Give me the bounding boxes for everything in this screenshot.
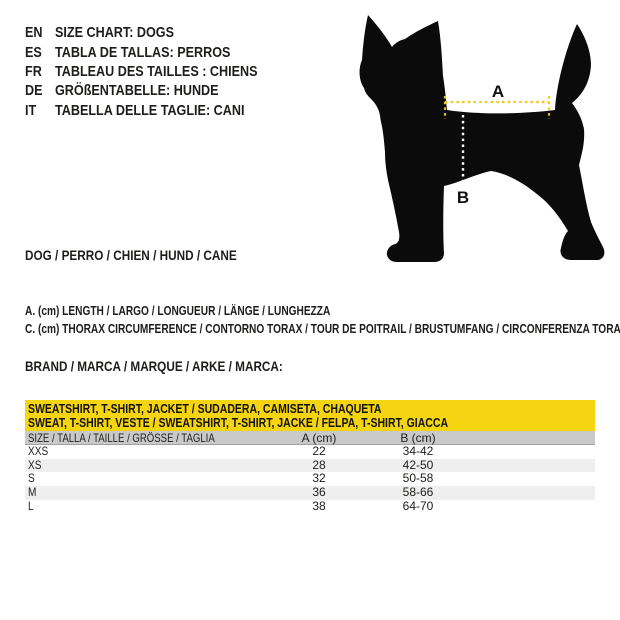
- dog-silhouette: [359, 15, 605, 262]
- cell-b-cm: 42-50: [402, 457, 434, 472]
- table-row: XXS 22 34-42: [25, 444, 595, 459]
- language-title: TABLA DE TALLAS: PERROS: [55, 43, 231, 61]
- dog-caption: DOG / PERRO / CHIEN / HUND / CANE: [25, 247, 237, 263]
- cell-a-cm: 38: [312, 498, 326, 513]
- language-title: TABLEAU DES TAILLES : CHIENS: [55, 62, 258, 80]
- language-title: TABELLA DELLE TAGLIE: CANI: [55, 101, 245, 119]
- cell-b-cm: 34-42: [402, 444, 434, 458]
- language-title: SIZE CHART: DOGS: [55, 24, 175, 42]
- table-row: M 36 58-66: [25, 485, 595, 500]
- language-row: DE GRÖßENTABELLE: HUNDE: [25, 81, 296, 100]
- banner-line: SWEAT, T-SHIRT, VESTE / SWEATSHIRT, T-SH…: [28, 416, 449, 430]
- column-header-b-cm: B (cm): [400, 430, 436, 445]
- measure-label-b: B: [457, 188, 469, 207]
- cell-a-cm: 22: [312, 444, 326, 458]
- brand-line: BRAND / MARCA / MARQUE / ARKE / MARCA:: [25, 358, 283, 374]
- dog-measurement-figure: A B: [359, 15, 605, 262]
- cell-size: L: [28, 498, 34, 513]
- language-row: EN SIZE CHART: DOGS: [25, 23, 296, 42]
- length-measure-line-a: [443, 96, 551, 119]
- cell-b-cm: 50-58: [402, 471, 434, 486]
- table-body: XXS 22 34-42 XS 28 42-50 S 32 50-58: [25, 444, 595, 514]
- cell-size: XXS: [28, 444, 49, 458]
- language-code: FR: [25, 62, 42, 80]
- measurement-legend: A. (cm) LENGTH / LARGO / LONGUEUR / LÄNG…: [25, 302, 620, 338]
- measurement-legend-line: A. (cm) LENGTH / LARGO / LONGUEUR / LÄNG…: [25, 303, 331, 318]
- table-header-row: SIZE / TALLA / TAILLE / GRÖSSE / TAGLIA …: [25, 431, 595, 445]
- measure-label-a: A: [492, 82, 504, 101]
- garment-type-banner: SWEATSHIRT, T-SHIRT, JACKET / SUDADERA, …: [25, 400, 595, 431]
- cell-a-cm: 32: [312, 471, 326, 486]
- table-row: L 38 64-70: [25, 498, 595, 514]
- cell-b-cm: 64-70: [402, 498, 434, 513]
- cell-size: M: [28, 485, 37, 500]
- banner-line: SWEATSHIRT, T-SHIRT, JACKET / SUDADERA, …: [28, 402, 382, 416]
- language-code: ES: [25, 43, 42, 61]
- cell-a-cm: 36: [312, 485, 326, 500]
- language-title: GRÖßENTABELLE: HUNDE: [55, 82, 219, 100]
- table-row: XS 28 42-50: [25, 457, 595, 473]
- language-code: EN: [25, 24, 43, 42]
- size-table: SWEATSHIRT, T-SHIRT, JACKET / SUDADERA, …: [25, 400, 595, 513]
- cell-a-cm: 28: [312, 457, 326, 472]
- language-row: ES TABLA DE TALLAS: PERROS: [25, 42, 296, 61]
- table-row: S 32 50-58: [25, 472, 595, 486]
- cell-b-cm: 58-66: [402, 485, 434, 500]
- cell-size: XS: [28, 457, 42, 472]
- language-code: IT: [25, 101, 37, 119]
- measurement-legend-line: C. (cm) THORAX CIRCUMFERENCE / CONTORNO …: [25, 321, 620, 336]
- language-row: FR TABLEAU DES TAILLES : CHIENS: [25, 62, 296, 81]
- language-row: IT TABELLA DELLE TAGLIE: CANI: [25, 101, 296, 120]
- column-header-a-cm: A (cm): [301, 430, 337, 445]
- cell-size: S: [28, 471, 35, 486]
- language-code: DE: [25, 82, 43, 100]
- column-header-size: SIZE / TALLA / TAILLE / GRÖSSE / TAGLIA: [28, 430, 215, 445]
- language-title-list: EN SIZE CHART: DOGS ES TABLA DE TALLAS: …: [25, 23, 296, 120]
